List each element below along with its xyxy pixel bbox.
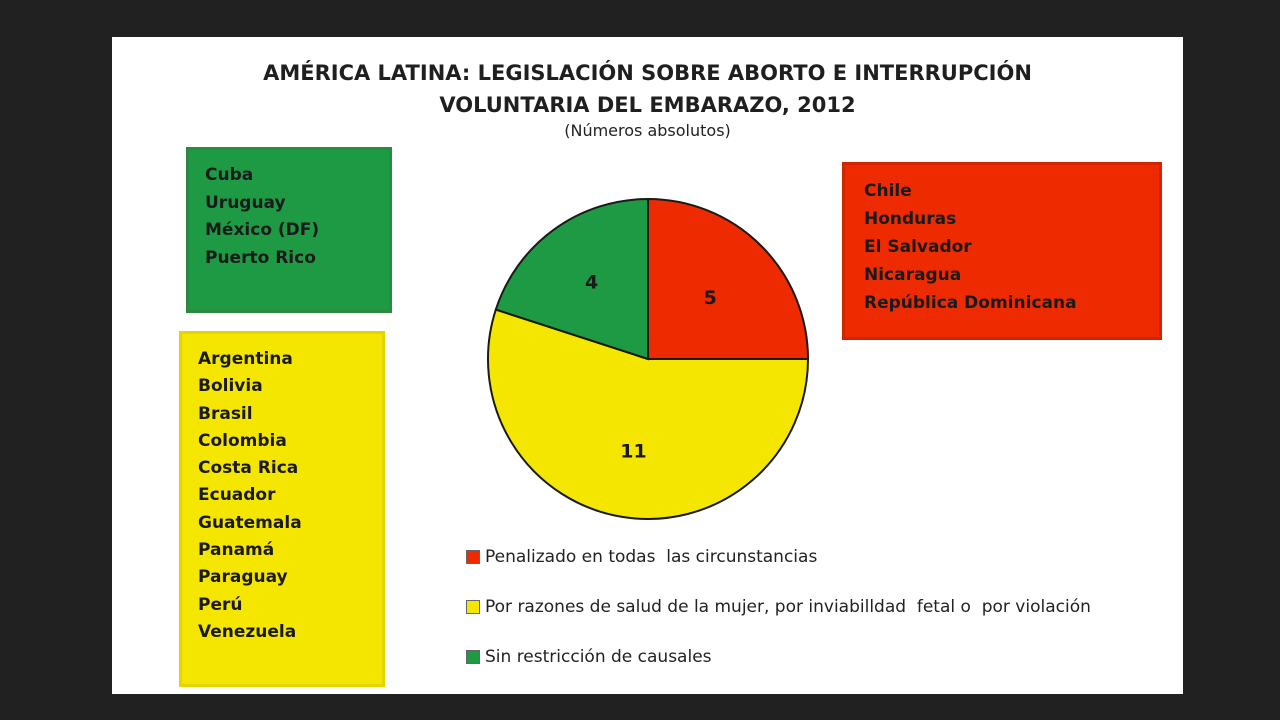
country-item: El Salvador [864,237,972,257]
legend-item: Sin restricción de causales [466,647,712,667]
slice-value-label: 5 [704,287,717,309]
country-item: Chile [864,181,912,201]
country-item: Colombia [198,430,287,451]
legend-item: Penalizado en todas las circunstancias [466,547,817,567]
yellow-country-box: Argentina Bolivia Brasil Colombia Costa Rica… [179,331,385,687]
yellow-country-list: Argentina Bolivia Brasil Colombia Costa Rica… [198,346,382,646]
country-item: Argentina [198,349,293,369]
red-country-box: Chile Honduras El Salvador Nicaragua Repúbli… [842,162,1162,340]
country-item: Honduras [864,209,957,229]
green-country-box: Cuba Uruguay México (DF) Puerto Rico [186,147,392,313]
slice-sin-restriccion [494,197,649,361]
country-item: Perú [198,594,243,615]
country-item: Guatemala [198,512,302,533]
legend-swatch [466,650,480,664]
chart-title: AMÉRICA LATINA: LEGISLACIÓN SOBRE ABORTO… [112,57,1183,121]
country-item: Cuba [205,165,254,185]
country-item: Uruguay [205,192,286,213]
country-item: Nicaragua [864,265,962,285]
slice-value-label: 4 [585,271,598,293]
country-item: Ecuador [198,485,276,506]
legend-label: Penalizado en todas las circunstancias [485,547,818,567]
country-item: República Dominicana [864,293,1077,313]
pie-chart: 5 11 4 [487,197,810,520]
country-item: Costa Rica [198,458,299,479]
slide: AMÉRICA LATINA: LEGISLACIÓN SOBRE ABORTO… [112,37,1183,694]
legend-swatch [466,600,480,614]
chart-title-line-2: VOLUNTARIA DEL EMBARAZO, 2012 [439,93,856,117]
country-item: Puerto Rico [205,247,316,268]
country-item: Venezuela [198,621,297,642]
country-item: Panamá [198,540,275,561]
red-country-list: Chile Honduras El Salvador Nicaragua Repúbli… [864,177,1159,317]
legend-swatch [466,550,480,564]
country-item: Brasil [198,403,253,424]
country-item: Paraguay [198,567,288,588]
legend-item: Por razones de salud de la mujer, por in… [466,597,1091,617]
legend-label: Por razones de salud de la mujer, por in… [485,597,1091,617]
slice-value-label: 11 [620,441,646,463]
country-item: México (DF) [205,220,320,240]
green-country-list: Cuba Uruguay México (DF) Puerto Rico [205,162,389,272]
chart-subtitle: (Números absolutos) [564,121,731,140]
slice-por-razones [487,308,810,520]
slice-penalizado [647,197,810,360]
legend-label: Sin restricción de causales [485,647,712,667]
chart-title-line-1: AMÉRICA LATINA: LEGISLACIÓN SOBRE ABORTO… [263,61,1032,85]
country-item: Bolivia [198,376,263,397]
